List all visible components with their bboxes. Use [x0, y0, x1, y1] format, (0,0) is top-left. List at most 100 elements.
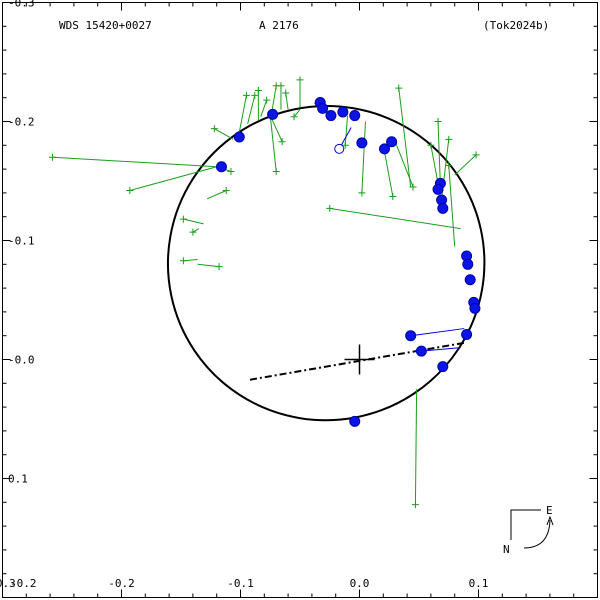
green-point: [227, 167, 235, 175]
green-point: [389, 192, 397, 200]
compass-frame: [510, 509, 541, 540]
green-residual: [129, 166, 217, 192]
blue-point: [432, 183, 444, 195]
green-point: [326, 204, 334, 212]
node-line: [249, 341, 465, 381]
blue-point: [437, 361, 449, 373]
green-point: [126, 187, 134, 195]
primary-star: [344, 344, 375, 375]
primary-cross: [344, 344, 375, 375]
green-point: [222, 187, 230, 195]
green-point: [296, 76, 304, 84]
blue-residual: [421, 347, 461, 352]
blue-observations: [215, 96, 481, 427]
green-point: [409, 183, 417, 191]
green-point: [179, 215, 187, 223]
blue-point: [464, 274, 476, 286]
blue-point: [461, 329, 473, 341]
green-point: [179, 257, 187, 265]
green-residual: [206, 190, 227, 200]
y-tick-label: -0.3: [8, 0, 35, 10]
blue-residual: [410, 328, 465, 337]
green-residual: [260, 99, 268, 117]
orbit-ellipse: [166, 104, 486, 422]
x-tick-label: -0.2: [108, 577, 135, 590]
y-tick-label: -0.0: [8, 354, 35, 367]
green-residual: [414, 389, 418, 505]
green-residual: [214, 128, 234, 140]
green-residual: [52, 156, 217, 168]
green-residual: [398, 88, 412, 188]
blue-point: [437, 202, 449, 214]
green-residual: [430, 145, 439, 184]
compass-north-label: N: [503, 543, 510, 556]
x-corner-label: -0.2: [10, 577, 37, 590]
green-residual: [269, 115, 283, 142]
green-point: [251, 91, 259, 99]
compass-arrowhead: [546, 515, 554, 526]
blue-point: [337, 106, 349, 118]
green-point: [445, 135, 453, 143]
x-tick-label: -0.1: [227, 577, 254, 590]
green-residual: [197, 263, 220, 268]
x-tick-label: 0.1: [469, 577, 489, 590]
green-point: [210, 125, 218, 133]
green-point: [445, 162, 453, 170]
green-residual: [437, 121, 441, 187]
x-tick-label: -0.3: [0, 577, 16, 590]
green-point: [242, 91, 250, 99]
axis-tick-labels: -0.3-0.2-0.10.00.1-0.2-0.3-0.2-0.1-0.00.…: [0, 0, 488, 590]
blue-point: [356, 137, 368, 149]
y-tick-label: 0.1: [8, 473, 28, 486]
green-point: [427, 141, 435, 149]
compass-east-label: E: [546, 504, 553, 517]
blue-point: [415, 345, 427, 357]
green-residual: [361, 121, 366, 193]
green-observations: [48, 76, 480, 509]
green-residual: [448, 165, 456, 247]
green-point: [358, 189, 366, 197]
header-center: A 2176: [259, 19, 299, 32]
blue-point: [386, 136, 398, 148]
green-point: [277, 82, 285, 90]
compass: E N: [503, 504, 554, 556]
green-residual: [293, 109, 301, 118]
open-point: [334, 143, 345, 154]
blue-point: [215, 161, 227, 173]
green-point: [290, 113, 298, 121]
green-residual: [183, 218, 204, 225]
green-point: [278, 138, 286, 146]
green-point: [341, 141, 349, 149]
green-point: [472, 151, 480, 159]
blue-point: [378, 143, 390, 155]
orbit-path: [166, 104, 486, 422]
blue-point: [349, 415, 361, 427]
green-residual: [192, 228, 200, 233]
line-of-nodes: [249, 341, 465, 381]
green-residual: [247, 95, 256, 125]
blue-point: [233, 131, 245, 143]
green-residual: [454, 154, 477, 176]
blue-point: [349, 110, 361, 122]
green-point: [395, 84, 403, 92]
x-tick-label: 0.0: [350, 577, 370, 590]
y-tick-label: -0.2: [8, 116, 35, 129]
green-residual: [344, 115, 349, 146]
green-point: [434, 118, 442, 125]
y-tick-label: -0.1: [8, 235, 35, 248]
plot-header: WDS 15420+0027 A 2176 (Tok2024b): [59, 19, 549, 32]
green-point: [254, 87, 262, 95]
green-residual: [238, 95, 247, 133]
green-point: [189, 228, 197, 236]
green-point: [411, 501, 419, 509]
blue-point: [267, 108, 279, 120]
green-point: [282, 89, 290, 97]
blue-point: [405, 330, 417, 342]
blue-point: [462, 258, 474, 270]
green-point: [263, 96, 271, 104]
blue-point: [469, 302, 481, 314]
blue-point: [317, 102, 329, 114]
